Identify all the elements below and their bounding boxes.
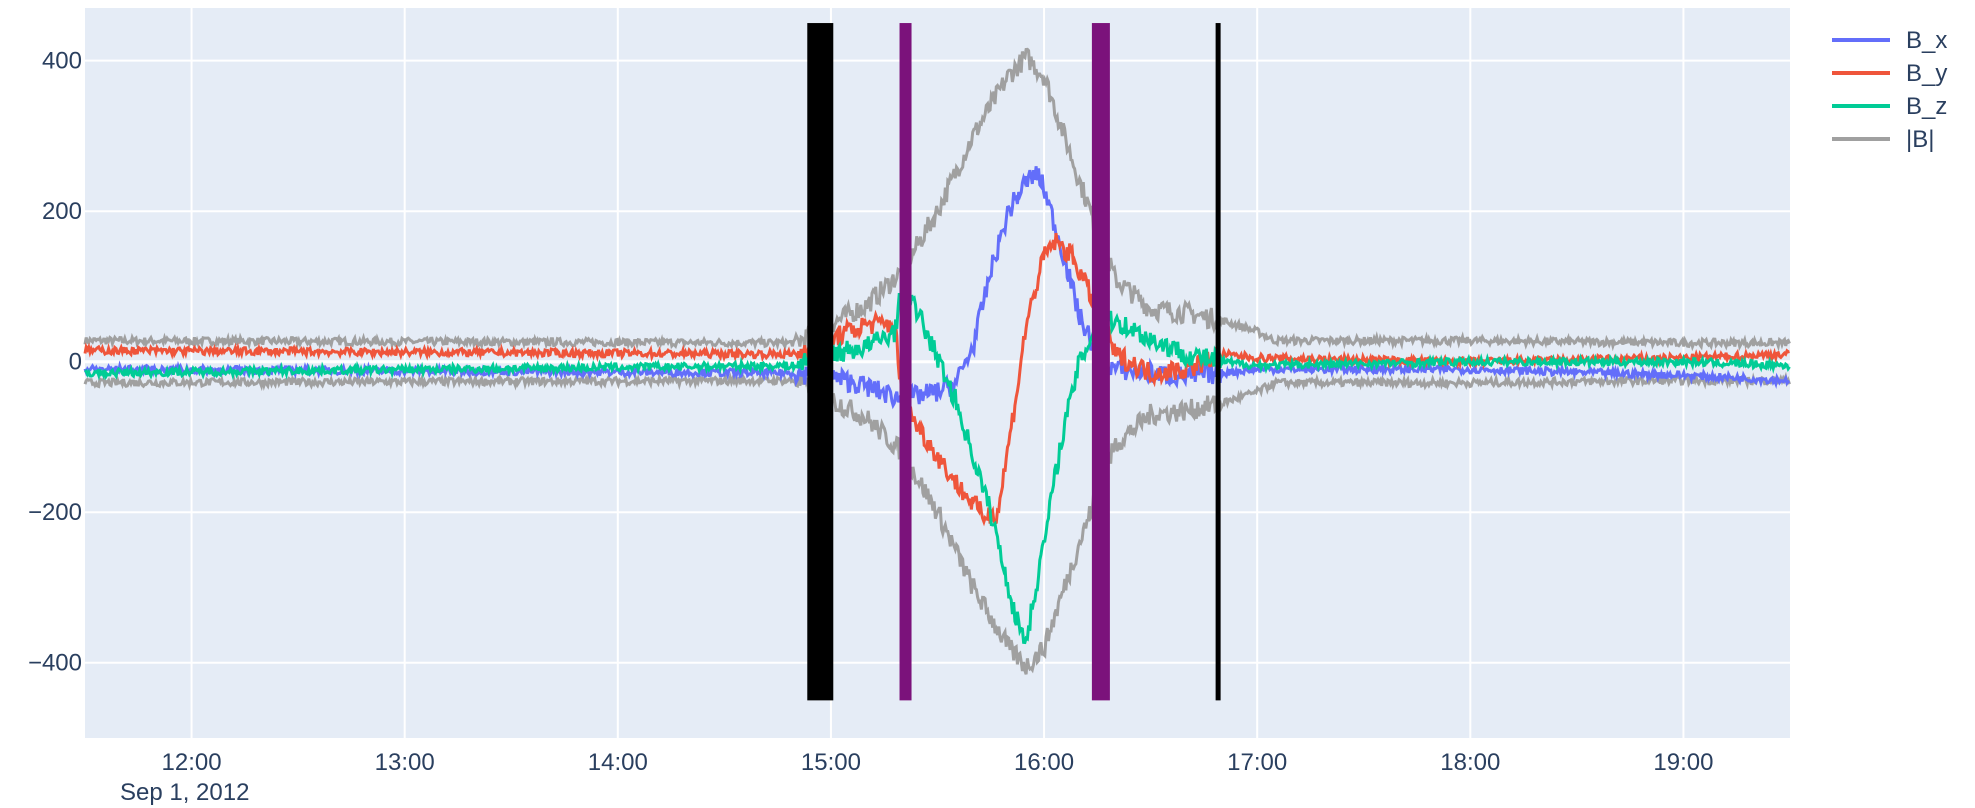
legend: B_x B_y B_z |B| <box>1832 27 1947 153</box>
legend-label[interactable]: B_x <box>1906 27 1947 54</box>
x-axis-ticks: 12:00 13:00 14:00 15:00 16:00 17:00 18:00 19:00 <box>162 749 1714 776</box>
series-line-b-z <box>83 277 1791 645</box>
x-tick-label: 13:00 <box>375 749 435 776</box>
y-tick-label: 200 <box>42 198 82 225</box>
vertical-marker <box>1215 23 1221 701</box>
legend-label[interactable]: |B| <box>1906 126 1934 153</box>
series-line-absB-upper <box>83 47 1791 352</box>
x-tick-label: 15:00 <box>801 749 861 776</box>
series-line-absB-lower <box>83 371 1791 675</box>
y-tick-label: −200 <box>28 499 82 526</box>
series-layer <box>83 47 1791 675</box>
x-tick-label: 18:00 <box>1440 749 1500 776</box>
x-tick-label: 14:00 <box>588 749 648 776</box>
vertical-marker <box>1091 23 1110 701</box>
date-label: Sep 1, 2012 <box>120 779 249 806</box>
legend-label[interactable]: B_z <box>1906 93 1947 120</box>
x-tick-label: 17:00 <box>1227 749 1287 776</box>
x-tick-label: 12:00 <box>162 749 222 776</box>
y-tick-label: 0 <box>69 349 82 376</box>
x-tick-label: 19:00 <box>1653 749 1713 776</box>
vertical-marker <box>807 23 834 701</box>
y-tick-label: 400 <box>42 48 82 75</box>
vertical-markers <box>807 23 1221 701</box>
y-axis-ticks: 400 200 0 −200 −400 <box>28 48 82 677</box>
x-tick-label: 16:00 <box>1014 749 1074 776</box>
y-tick-label: −400 <box>28 650 82 677</box>
legend-label[interactable]: B_y <box>1906 60 1947 87</box>
vertical-marker <box>899 23 912 701</box>
